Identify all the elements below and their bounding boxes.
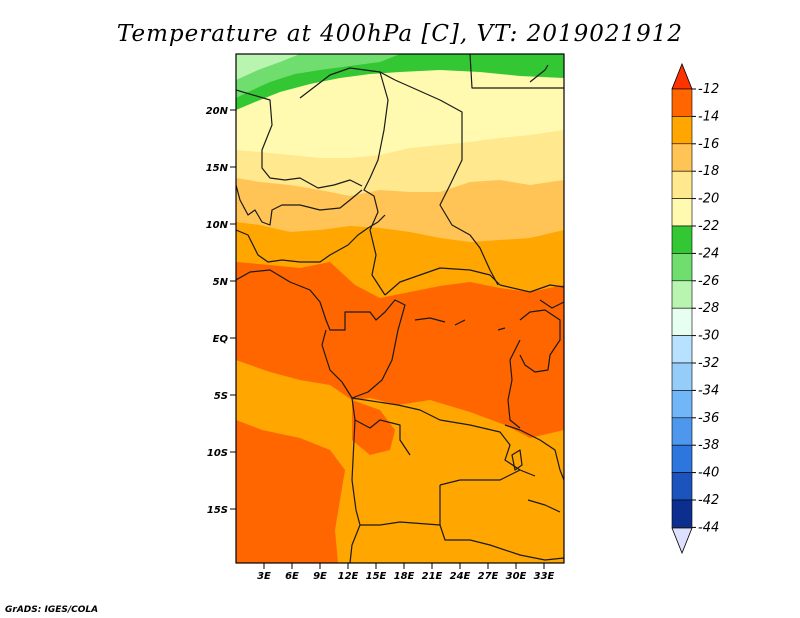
map-frame — [235, 53, 565, 564]
lon-label: 6E — [285, 571, 299, 582]
lon-label: 30E — [506, 571, 527, 582]
colorbar-label: -36 — [698, 411, 719, 426]
colorbar-segment — [671, 116, 693, 145]
colorbar: -12 -14 -16 -18 -20 -22 -24 -26 -28 -30 -32 -34 -36 -… — [671, 62, 719, 555]
colorbar-label: -44 — [698, 520, 719, 535]
colorbar-label: -14 — [698, 109, 719, 124]
colorbar-label: -24 — [698, 246, 719, 261]
lon-label: 15E — [366, 571, 387, 582]
temp-band-14-12-central — [352, 400, 395, 455]
colorbar-label: -32 — [698, 356, 719, 371]
lon-label: 24E — [450, 571, 471, 582]
lat-label: 15N — [206, 163, 229, 174]
colorbar-label: -30 — [698, 329, 719, 344]
lat-label: 5S — [214, 391, 228, 402]
colorbar-label: -28 — [698, 301, 719, 316]
lat-label: 15S — [207, 505, 228, 516]
colorbar-labels: -12 -14 -16 -18 -20 -22 -24 -26 -28 -30 -32 -34 -36 -… — [692, 82, 719, 535]
colorbar-segment — [671, 280, 693, 309]
lat-label: 10S — [207, 448, 228, 459]
colorbar-label: -26 — [698, 274, 719, 289]
colorbar-segment — [671, 198, 693, 227]
temp-band-14-12-southwest — [236, 420, 345, 563]
longitude-axis: 3E 6E 9E 12E 15E 18E 21E 24E 27E 30E 33E — [257, 563, 555, 582]
map-panel — [236, 54, 564, 563]
lon-label: 21E — [422, 571, 443, 582]
colorbar-top-arrow — [671, 62, 693, 90]
colorbar-segment — [671, 417, 693, 446]
lat-label: EQ — [213, 334, 229, 345]
lon-label: 33E — [534, 571, 555, 582]
colorbar-label: -12 — [698, 82, 719, 97]
lon-label: 9E — [313, 571, 327, 582]
colorbar-segment — [671, 88, 693, 117]
lat-label: 5N — [213, 277, 229, 288]
colorbar-label: -22 — [698, 219, 719, 234]
lat-label: 10N — [206, 220, 229, 231]
map-title: Temperature at 400hPa [C], VT: 201902191… — [117, 21, 683, 47]
colorbar-segment — [671, 335, 693, 364]
colorbar-bottom-arrow — [671, 527, 693, 555]
colorbar-label: -42 — [698, 493, 719, 508]
lon-label: 27E — [478, 571, 499, 582]
colorbar-label: -16 — [698, 137, 719, 152]
colorbar-segment — [671, 225, 693, 254]
colorbar-segment — [671, 472, 693, 501]
colorbar-segment — [671, 444, 693, 473]
country-borders — [236, 54, 564, 563]
colorbar-segment — [671, 390, 693, 419]
colorbar-segment — [671, 170, 693, 199]
colorbar-segments — [671, 88, 693, 528]
lon-label: 18E — [394, 571, 415, 582]
temp-band-26-24 — [236, 54, 400, 98]
colorbar-label: -20 — [698, 192, 719, 207]
credit-text: GrADS: IGES/COLA — [5, 605, 98, 615]
temp-band-28-26 — [236, 54, 300, 80]
colorbar-segment — [671, 307, 693, 336]
lon-label: 3E — [257, 571, 271, 582]
colorbar-segment — [671, 499, 693, 528]
latitude-axis: 20N 15N 10N 5N EQ 5S 10S 15S — [206, 106, 236, 516]
colorbar-segment — [671, 362, 693, 391]
colorbar-label: -38 — [698, 438, 719, 453]
lon-label: 12E — [338, 571, 359, 582]
colorbar-segment — [671, 253, 693, 282]
colorbar-label: -40 — [698, 466, 719, 481]
lat-label: 20N — [206, 106, 229, 117]
colorbar-label: -34 — [698, 383, 719, 398]
colorbar-segment — [671, 143, 693, 172]
colorbar-label: -18 — [698, 164, 719, 179]
